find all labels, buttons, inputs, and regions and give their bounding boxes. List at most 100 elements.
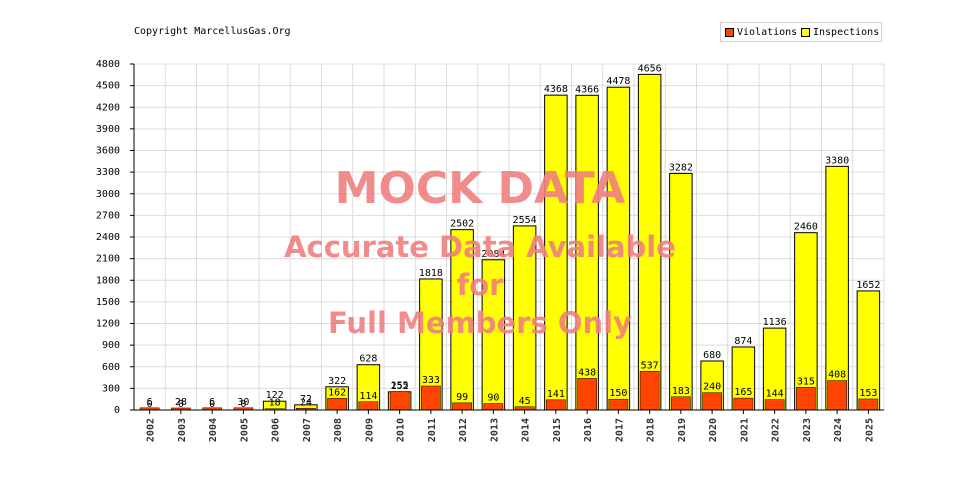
bar-violations: [827, 380, 847, 411]
y-tick-label: 1200: [96, 319, 120, 330]
data-label-inspections: 0: [240, 399, 246, 410]
data-label-violations: 408: [828, 370, 846, 381]
bar-violations: [639, 371, 660, 411]
y-tick-label: 900: [102, 340, 120, 351]
bar-violations: [671, 396, 691, 411]
data-label-violations: 162: [328, 387, 346, 398]
y-tick-label: 3600: [96, 146, 120, 157]
data-label-inspections: 0: [178, 399, 184, 410]
y-tick-label: 4200: [96, 102, 120, 113]
x-tick-label: 2013: [489, 418, 500, 442]
data-label-inspections: 2460: [794, 222, 818, 233]
x-tick-label: 2004: [208, 418, 219, 442]
x-tick-label: 2021: [739, 418, 750, 442]
bar-violations: [796, 387, 816, 411]
x-tick-label: 2022: [771, 418, 782, 442]
x-tick-label: 2011: [427, 418, 438, 442]
y-tick-label: 600: [102, 362, 120, 373]
data-label-violations: 30: [237, 397, 249, 408]
y-tick-label: 3000: [96, 189, 120, 200]
y-tick-label: 1800: [96, 275, 120, 286]
x-tick-label: 2019: [677, 418, 688, 442]
x-tick-label: 2016: [583, 418, 594, 442]
data-label-violations: 333: [422, 375, 440, 386]
legend-item-inspections: Inspections: [801, 27, 879, 38]
bar-violations: [546, 399, 566, 411]
watermark-line-3: for: [456, 268, 504, 302]
x-tick-label: 2009: [364, 418, 375, 442]
data-label-inspections: 3282: [669, 162, 693, 173]
y-tick-label: 2100: [96, 254, 120, 265]
y-tick-label: 2400: [96, 232, 120, 243]
x-tick-label: 2008: [333, 418, 344, 442]
data-label-violations: 24: [300, 397, 312, 408]
x-tick-label: 2015: [552, 418, 563, 442]
data-label-violations: 438: [578, 367, 596, 378]
bar-violations: [702, 392, 722, 411]
bar-violations: [858, 398, 879, 411]
data-label-violations: 537: [641, 360, 659, 371]
legend-swatch-inspections: [801, 28, 810, 37]
y-tick-label: 3900: [96, 124, 120, 135]
data-label-violations: 144: [766, 389, 784, 400]
bar-violations: [608, 398, 629, 411]
x-tick-label: 2005: [239, 418, 250, 442]
x-tick-label: 2007: [302, 418, 313, 442]
x-tick-label: 2020: [708, 418, 719, 442]
data-label-inspections: 2502: [450, 219, 474, 230]
data-label-violations: 99: [456, 392, 468, 403]
data-label-inspections: 4366: [575, 84, 599, 95]
legend-label-inspections: Inspections: [813, 27, 880, 38]
data-label-violations: 315: [797, 376, 815, 387]
y-tick-label: 4800: [96, 59, 120, 70]
data-label-violations: 141: [547, 389, 565, 400]
data-label-violations: 28: [175, 397, 187, 408]
x-tick-label: 2018: [646, 418, 657, 442]
data-label-inspections: 2084: [481, 249, 505, 260]
x-tick-label: 2025: [864, 418, 875, 442]
watermark-line-2: Accurate Data Available: [284, 230, 676, 264]
copyright-text: Copyright MarcellusGas.Org: [134, 26, 291, 37]
data-label-violations: 150: [609, 388, 627, 399]
x-tick-label: 2002: [146, 418, 157, 442]
bar-violations: [452, 402, 472, 411]
bar-violations: [421, 385, 441, 411]
data-label-violations: 183: [672, 386, 690, 397]
data-label-violations: 6: [147, 397, 153, 408]
legend: Violations Inspections: [720, 22, 882, 42]
data-label-violations: 90: [487, 393, 499, 404]
x-tick-label: 2017: [614, 418, 625, 442]
data-label-violations: 18: [269, 398, 281, 409]
watermark-line-4: Full Members Only: [328, 306, 632, 340]
data-label-inspections: 628: [359, 354, 377, 365]
data-label-inspections: 4656: [638, 63, 662, 74]
data-label-inspections: 680: [703, 350, 721, 361]
data-label-inspections: 4478: [606, 76, 630, 87]
x-tick-label: 2012: [458, 418, 469, 442]
bar-violations: [764, 399, 785, 411]
data-label-inspections: 0: [209, 399, 215, 410]
data-label-inspections: 1136: [763, 317, 787, 328]
data-label-inspections: 252: [391, 381, 409, 392]
watermark-line-1: MOCK DATA: [334, 163, 626, 214]
bar-violations: [389, 391, 410, 411]
data-label-violations: 165: [734, 387, 752, 398]
data-label-inspections: 0: [147, 399, 153, 410]
data-label-inspections: 1652: [856, 280, 880, 291]
data-label-inspections: 3380: [825, 155, 849, 166]
data-label-violations: 114: [359, 391, 377, 402]
x-tick-label: 2014: [521, 418, 532, 442]
y-tick-label: 4500: [96, 81, 120, 92]
bar-violations: [577, 378, 597, 411]
y-tick-label: 3300: [96, 167, 120, 178]
data-label-inspections: 874: [734, 336, 752, 347]
data-label-inspections: 322: [328, 376, 346, 387]
x-tick-label: 2010: [396, 418, 407, 442]
data-label-violations: 153: [859, 388, 877, 399]
data-label-inspections: 72: [300, 394, 312, 405]
x-tick-label: 2003: [177, 418, 188, 442]
data-label-violations: 155: [391, 381, 409, 392]
data-label-inspections: 1818: [419, 268, 443, 279]
bar-violations: [358, 401, 379, 411]
